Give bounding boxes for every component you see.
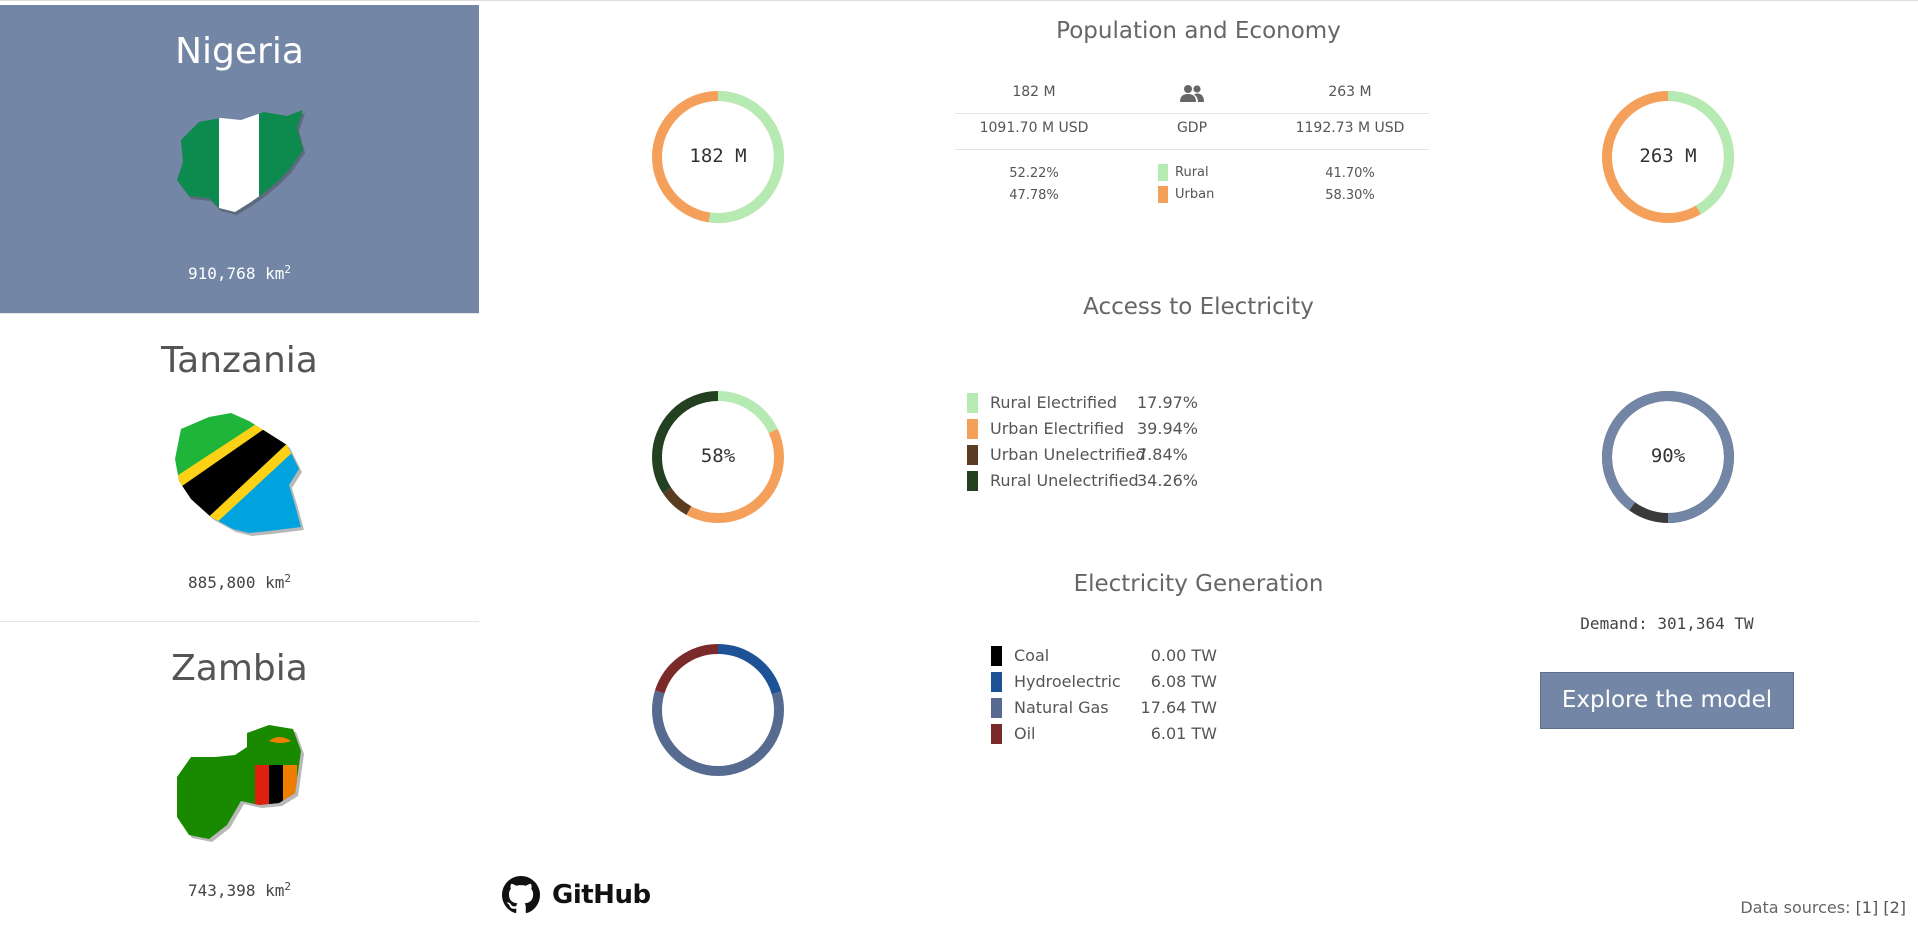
legend-value: 39.94% [1137,419,1199,438]
legend-label: Hydroelectric [1014,672,1121,691]
legend-swatch [967,471,978,491]
legend-value: 7.84% [1137,445,1188,464]
legend-value: 6.08 TW [1150,672,1217,691]
legend-label: Rural Electrified [990,393,1118,412]
donut-segment-natural-gas [652,644,784,776]
nigeria-flag-map-icon [177,110,305,215]
zambia-flag-map-icon [177,725,304,842]
rural-legend: Rural [955,164,1255,181]
data-sources-label: Data sources: [1740,898,1856,917]
legend-value: 34.26% [1137,471,1199,490]
legend-row-rural-unelectrified: Rural Unelectrified 34.26% [967,468,1227,494]
legend-swatch [991,698,1002,718]
population-left-donut [652,91,784,223]
legend-row-urban-unelectrified: Urban Unelectrified 7.84% [967,442,1227,468]
country-name: Tanzania [161,340,318,381]
country-card-nigeria[interactable]: Nigeria 910,768 km2 [0,5,479,313]
legend-swatch [967,393,978,413]
demand-text: Demand: 301,364 TW [1580,614,1754,633]
gdp-row: 1091.70 M USD GDP 1192.73 M USD [955,114,1429,150]
country-name: Zambia [171,648,308,689]
country-card-tanzania[interactable]: Tanzania 885,800 km2 [0,313,479,621]
population-left-value: 182 M [1012,84,1056,100]
legend-row-natural-gas: Natural Gas 17.64 TW [991,695,1231,721]
tanzania-flag-map-icon [175,413,304,536]
electricity-generation-section-title: Electricity Generation [1073,571,1324,597]
data-source-link-1[interactable]: [1] [1855,898,1879,917]
gdp-right-value: 1192.73 M USD [1295,120,1405,136]
country-sidebar: Nigeria 910,768 km2 Tanzania [0,5,479,928]
legend-swatch [967,419,978,439]
electricity-access-left-donut [652,391,784,523]
github-link[interactable]: GitHub [502,875,651,915]
urban-right-value: 58.30% [1325,188,1375,203]
legend-label: Urban Unelectrified [990,445,1146,464]
urban-swatch [1158,186,1168,203]
country-name: Nigeria [175,31,304,72]
data-sources: Data sources: [1] [2] [1740,898,1906,917]
electricity-access-right-donut [1602,391,1734,523]
donut-segment-oil [652,644,784,776]
explore-model-button[interactable]: Explore the model [1540,672,1794,729]
electricity-generation-donut [652,644,784,776]
legend-row-rural-electrified: Rural Electrified 17.97% [967,390,1227,416]
legend-label: Urban Electrified [990,419,1125,438]
donut-segment-urban-electrified [652,391,784,523]
population-right-value: 263 M [1328,84,1372,100]
urban-legend: Urban [955,186,1255,203]
urban-row: 47.78% Urban 58.30% [955,186,1429,208]
country-card-zambia[interactable]: Zambia 743,398 km2 [0,621,479,928]
top-border [0,0,1918,5]
people-icon [1113,84,1271,108]
legend-row-hydroelectric: Hydroelectric 6.08 TW [991,669,1231,695]
legend-label: Coal [1014,646,1050,665]
electricity-access-left-donut-label: 58% [700,445,736,467]
legend-label: Natural Gas [1014,698,1109,717]
legend-value: 6.01 TW [1150,724,1217,743]
country-area: 743,398 km2 [188,880,291,900]
rural-swatch [1158,164,1168,181]
legend-value: 0.00 TW [1150,646,1217,665]
population-section-title: Population and Economy [1056,18,1341,44]
legend-label: Oil [1014,724,1036,743]
legend-value: 17.97% [1137,393,1199,412]
population-right-donut-label: 263 M [1639,145,1697,167]
electricity-access-right-donut-label: 90% [1650,445,1686,467]
donut-segment-electrified [1602,391,1734,523]
github-icon [502,876,540,914]
legend-row-coal: Coal 0.00 TW [991,643,1231,669]
github-label: GitHub [552,880,651,910]
legend-swatch [967,445,978,465]
rural-left-value: 52.22% [1009,166,1059,181]
legend-label: Rural Unelectrified [990,471,1139,490]
data-source-link-2[interactable]: [2] [1883,898,1906,917]
electricity-access-section-title: Access to Electricity [1083,294,1314,320]
country-area: 910,768 km2 [188,263,291,283]
gdp-label: GDP [1176,120,1208,136]
legend-row-oil: Oil 6.01 TW [991,721,1231,747]
legend-value: 17.64 TW [1140,698,1217,717]
legend-row-urban-electrified: Urban Electrified 39.94% [967,416,1227,442]
country-area: 885,800 km2 [188,572,291,592]
electricity-access-legend: Rural Electrified 17.97% Urban Electrifi… [967,390,1227,494]
population-right-donut [1602,91,1734,223]
urban-left-value: 47.78% [1009,188,1059,203]
donut-segment-rural-unelectrified [652,391,784,523]
rural-right-value: 41.70% [1325,166,1375,181]
population-row: 182 M 263 M [955,78,1429,114]
legend-swatch [991,646,1002,666]
legend-swatch [991,672,1002,692]
population-table: 182 M 263 M 1091.70 M USD GDP 1192.73 M … [955,78,1429,208]
donut-segment-rural [652,91,784,223]
rural-row: 52.22% Rural 41.70% [955,164,1429,186]
legend-swatch [991,724,1002,744]
electricity-generation-legend: Coal 0.00 TW Hydroelectric 6.08 TW Natur… [991,643,1231,747]
gdp-left-value: 1091.70 M USD [979,120,1089,136]
donut-segment-rural [1602,91,1734,223]
population-left-donut-label: 182 M [689,145,747,167]
